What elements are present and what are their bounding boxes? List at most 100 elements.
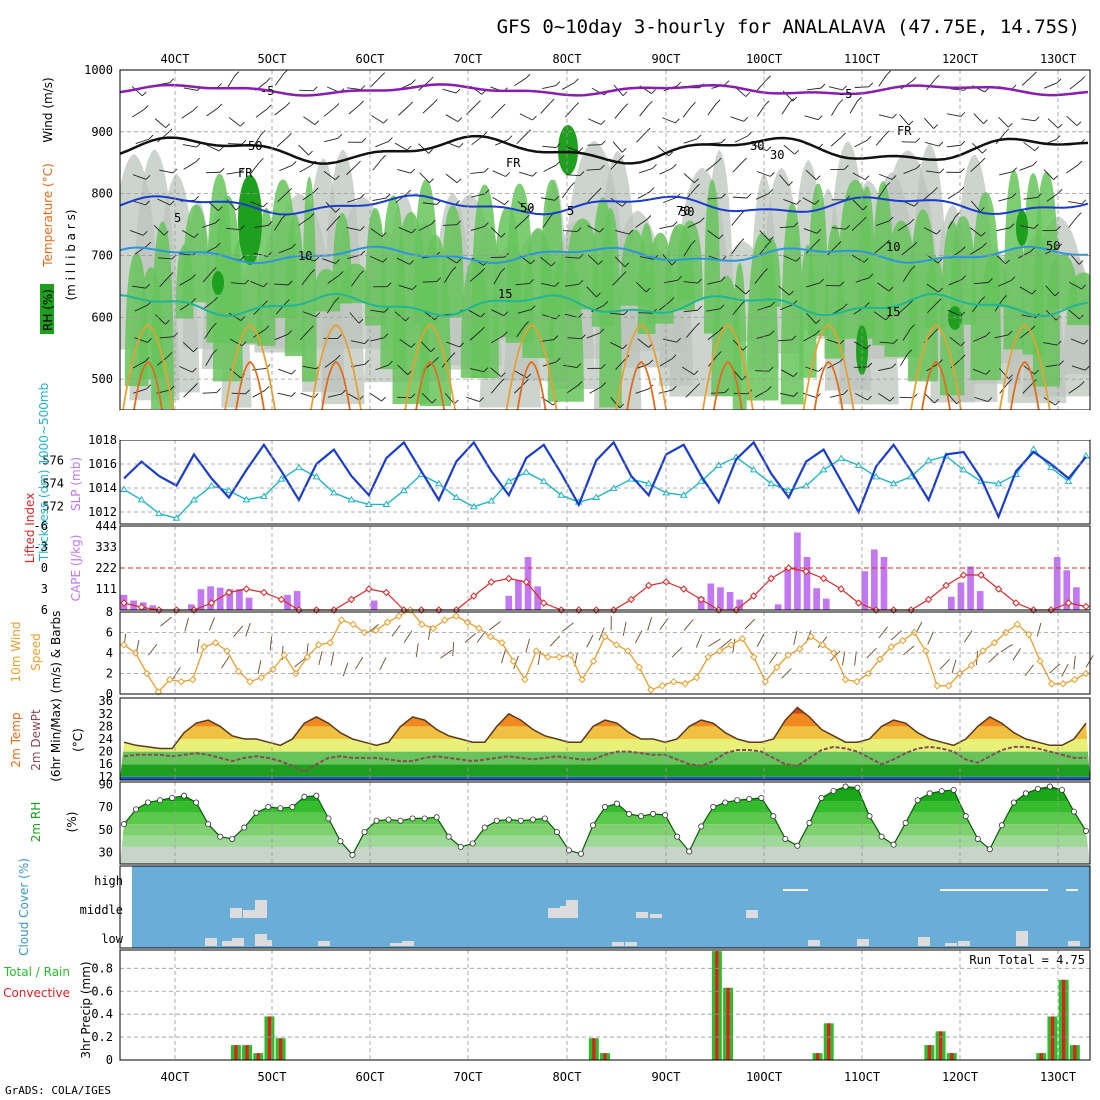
wind-barb-flag	[524, 379, 529, 384]
wind-speed-point	[326, 639, 334, 647]
wind-barb	[302, 311, 317, 317]
wind-barb	[540, 197, 555, 201]
isotherm-25	[415, 361, 445, 410]
wind-barb-flag	[960, 246, 966, 251]
wind-barb-flag	[677, 275, 683, 281]
thickness-point	[592, 493, 601, 501]
wind-barb	[710, 392, 725, 394]
wind-barb	[566, 385, 579, 394]
wind-barb	[851, 220, 863, 231]
wind-barb-flag	[934, 398, 939, 404]
wind-barb-flag	[913, 201, 919, 207]
wind-barb-flag	[694, 178, 699, 184]
wind-barb-flag	[619, 403, 625, 409]
wind-barb	[563, 230, 578, 233]
wind-barb-flag	[1011, 84, 1017, 90]
wind-barb	[422, 281, 437, 283]
wind-barb	[202, 222, 216, 228]
wind-barb-flag	[312, 86, 318, 92]
wind-speed-point	[177, 677, 185, 686]
wind-barb-flag	[1007, 330, 1013, 336]
wind-barb	[902, 269, 912, 282]
wind-speed-point	[750, 653, 758, 661]
high-cloud-bar	[940, 889, 1048, 891]
wind-barb-flag	[1037, 193, 1042, 198]
wind-barb-flag	[763, 268, 768, 273]
wind-barb	[131, 285, 146, 289]
wind-barb	[375, 141, 389, 148]
wind-barb-flag	[266, 77, 271, 83]
wind-barb-flag	[145, 283, 151, 289]
rh-shade-region	[950, 216, 977, 325]
wind-barb	[153, 225, 165, 236]
pressure-tick: 700	[91, 248, 113, 262]
rh-high-region	[558, 125, 578, 175]
cape-bar	[188, 604, 195, 610]
wind-barb	[490, 107, 502, 119]
wind-barb-flag	[1008, 374, 1013, 380]
wind-barb-flag	[980, 231, 986, 237]
wind-barb	[756, 334, 771, 339]
temp-color-band	[120, 707, 1090, 714]
wind-barb-flag	[695, 183, 700, 189]
wind-barb-flag	[364, 339, 369, 344]
wind-speed-point	[200, 643, 208, 651]
isotherm-25	[133, 361, 163, 410]
panel-frame	[119, 611, 1091, 695]
wind-barb-flag	[165, 320, 170, 325]
wind-barb	[878, 114, 893, 119]
contour-label: FR	[506, 156, 521, 170]
wind-barb-flag	[524, 321, 529, 326]
wind-barb	[155, 314, 166, 325]
wind-barb-flag	[889, 396, 895, 402]
rh-point	[397, 817, 404, 824]
surface-wind-barb	[464, 633, 476, 643]
surface-wind-barb	[379, 657, 387, 671]
temp-tick: 12	[99, 770, 113, 784]
wind-barb	[1019, 329, 1032, 339]
thickness-point	[260, 492, 268, 499]
mid-cloud-bar	[548, 908, 560, 918]
wind-barb-flag	[145, 200, 150, 206]
wind-barb-flag	[788, 181, 793, 186]
precip-tick: 0.4	[91, 1007, 113, 1021]
wind-barb-flag	[747, 131, 752, 137]
surface-wind-barb	[208, 617, 216, 631]
wind-barb-flag	[672, 221, 678, 227]
low-cloud-bar	[222, 941, 234, 946]
wind-barb-flag	[960, 341, 966, 347]
bottom-date-label: 9OCT	[652, 1070, 681, 1084]
li-point	[994, 585, 1003, 593]
contour-label: 30	[750, 139, 764, 153]
wind-barb-flag	[456, 258, 462, 264]
precip-convective-bar	[950, 1053, 954, 1060]
wind-barb	[1043, 397, 1056, 406]
wind-barb-flag	[359, 100, 364, 106]
wind-barb-flag	[867, 362, 873, 368]
wind-speed-point	[692, 673, 701, 682]
surface-wind-barb	[951, 659, 957, 674]
li-point	[1064, 599, 1073, 607]
top-date-axis: 4OCT 5OCT 6OCT 7OCT 8OCT 9OCT 10OCT 11OCT 12OCT 1…	[161, 52, 1077, 66]
wind-barb-flag	[578, 147, 584, 152]
wind-barb	[1023, 365, 1035, 375]
wind-barb	[663, 197, 677, 204]
wind-barb	[514, 77, 527, 87]
wind-speed-point	[624, 647, 632, 655]
rh-point	[289, 804, 296, 811]
upper-air-ylabel-pressure: (m i l l i b a r s)	[64, 209, 78, 300]
wind-barb	[683, 138, 698, 144]
wind-barb	[754, 370, 769, 372]
wind-barb-flag	[359, 270, 364, 276]
wind-barb	[540, 339, 555, 342]
wind-barb	[974, 282, 989, 285]
wind-barb	[1068, 309, 1080, 320]
wind-barb-flag	[1008, 122, 1013, 128]
wind-barb-flag	[724, 80, 730, 86]
wind-barb-flag	[191, 274, 196, 279]
wind-barb-flag	[960, 168, 965, 173]
wind-speed-point	[612, 641, 621, 649]
wind-barb	[734, 135, 748, 143]
top-date-label: 8OCT	[553, 52, 582, 66]
slp-tick: 1016	[88, 457, 117, 471]
